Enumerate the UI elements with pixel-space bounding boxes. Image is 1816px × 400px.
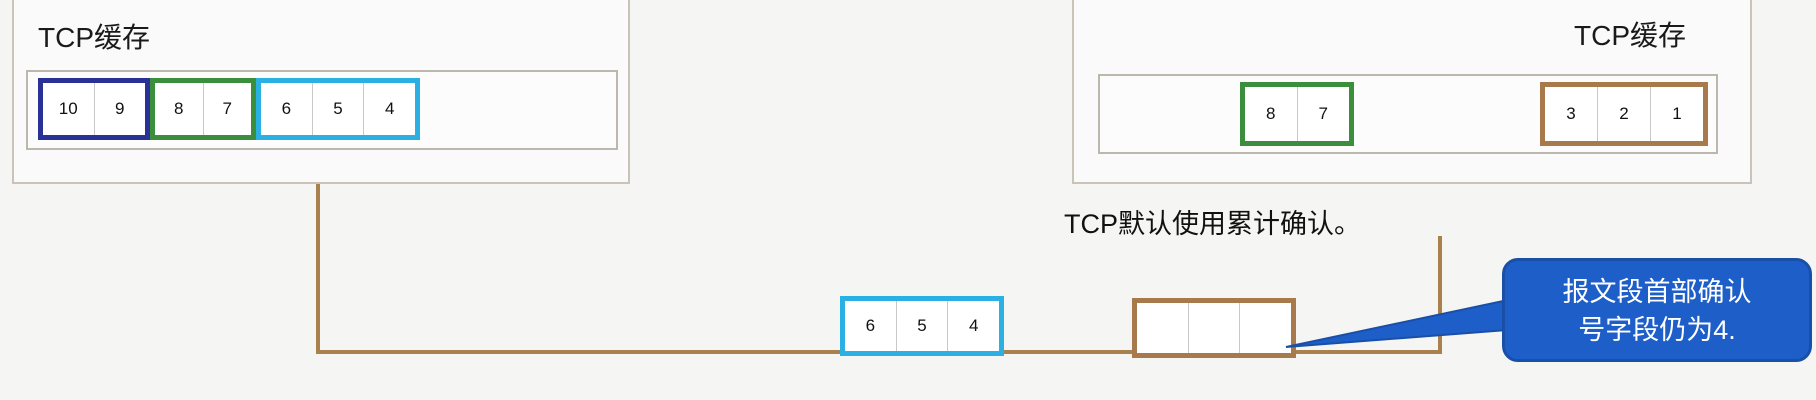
callout-pointer-tail xyxy=(1285,298,1509,348)
callout-line-1: 报文段首部确认 xyxy=(1562,277,1752,307)
sender-buffer-title: TCP缓存 xyxy=(38,22,151,53)
receiver-buffer-title: TCP缓存 xyxy=(1574,20,1687,51)
segment-cell: 3 xyxy=(1545,87,1598,141)
segment-cell: 5 xyxy=(897,301,949,351)
in-flight-data-segment: 6 5 4 xyxy=(840,296,1004,356)
segment-cell: 5 xyxy=(313,83,365,135)
ack-segment xyxy=(1132,298,1296,358)
segment-cell: 1 xyxy=(1672,104,1682,123)
segment-cell: 7 xyxy=(222,99,232,118)
segment-cell xyxy=(1189,303,1241,353)
segment-cell: 4 xyxy=(384,99,395,118)
callout-line-2: 号字段仍为4. xyxy=(1578,315,1736,345)
sender-group-8-7: 8 7 xyxy=(150,78,256,140)
sender-group-10-9: 10 9 xyxy=(38,78,150,140)
sender-group-6-5-4: 6 5 4 xyxy=(256,78,420,140)
segment-cell: 2 xyxy=(1598,87,1651,141)
cumulative-ack-note: TCP默认使用累计确认。 xyxy=(1064,209,1361,239)
ack-number-callout: 报文段首部确认 号字段仍为4. xyxy=(1502,258,1812,362)
segment-cell: 4 xyxy=(968,316,979,335)
segment-cell: 6 xyxy=(845,301,897,351)
receiver-group-8-7: 8 7 xyxy=(1240,82,1354,146)
sender-drop-wire xyxy=(316,184,320,354)
segment-cell: 7 xyxy=(1318,104,1328,123)
segment-cell: 9 xyxy=(115,99,125,118)
segment-cell: 10 xyxy=(43,83,95,135)
segment-cell: 8 xyxy=(155,83,204,135)
receiver-group-3-2-1: 3 2 1 xyxy=(1540,82,1708,146)
receiver-drop-wire xyxy=(1438,236,1442,354)
segment-cell: 8 xyxy=(1245,87,1298,141)
segment-cell: 6 xyxy=(261,83,313,135)
segment-cell xyxy=(1137,303,1189,353)
